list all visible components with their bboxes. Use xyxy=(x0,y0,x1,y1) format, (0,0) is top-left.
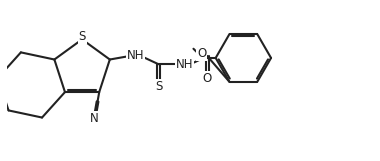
Text: N: N xyxy=(90,112,99,125)
Text: S: S xyxy=(155,80,162,93)
Text: NH: NH xyxy=(176,58,193,71)
Text: NH: NH xyxy=(127,49,145,62)
Text: O: O xyxy=(197,47,206,60)
Text: S: S xyxy=(78,30,86,43)
Text: O: O xyxy=(203,72,212,85)
